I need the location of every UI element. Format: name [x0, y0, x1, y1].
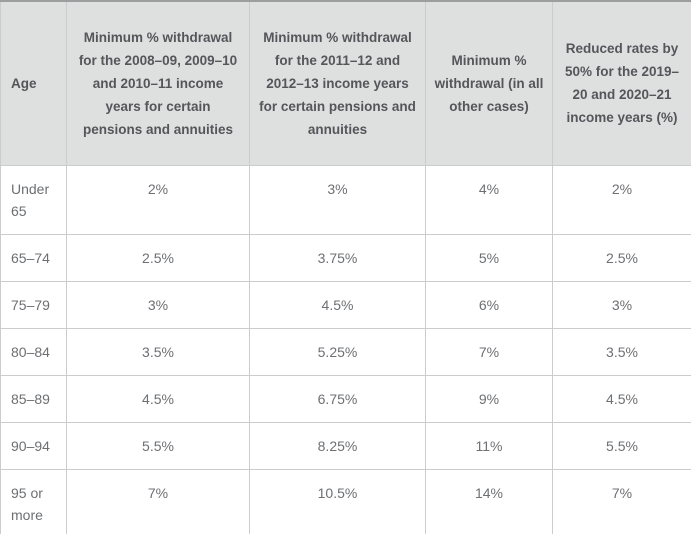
column-header-reduced-rates: Reduced rates by 50% for the 2019–20 and…: [552, 0, 691, 166]
rate-cell: 10.5%: [249, 468, 426, 534]
rate-cell: 4.5%: [552, 374, 691, 423]
table-row-65-74: 65–74 2.5% 3.75% 5% 2.5%: [0, 233, 691, 282]
table-row-85-89: 85–89 4.5% 6.75% 9% 4.5%: [0, 374, 691, 423]
table-row-90-94: 90–94 5.5% 8.25% 11% 5.5%: [0, 421, 691, 470]
age-cell: 95 or more: [0, 468, 67, 534]
rate-cell: 5.5%: [552, 421, 691, 470]
rate-cell: 4.5%: [249, 280, 426, 329]
column-header-2011-13-withdrawal: Minimum % withdrawal for the 2011–12 and…: [249, 0, 426, 166]
rate-cell: 8.25%: [249, 421, 426, 470]
rate-cell: 3%: [66, 280, 250, 329]
column-header-2008-10-withdrawal: Minimum % withdrawal for the 2008–09, 20…: [66, 0, 250, 166]
age-cell: 85–89: [0, 374, 67, 423]
age-cell: 90–94: [0, 421, 67, 470]
age-cell: Under 65: [0, 164, 67, 235]
rate-cell: 7%: [425, 327, 553, 376]
age-cell: 80–84: [0, 327, 67, 376]
rate-cell: 7%: [552, 468, 691, 534]
rate-cell: 6.75%: [249, 374, 426, 423]
rate-cell: 3.5%: [66, 327, 250, 376]
rate-cell: 2.5%: [552, 233, 691, 282]
rate-cell: 3.5%: [552, 327, 691, 376]
header-row: Age Minimum % withdrawal for the 2008–09…: [0, 0, 691, 166]
rate-cell: 5.25%: [249, 327, 426, 376]
rate-cell: 3.75%: [249, 233, 426, 282]
table-body: Under 65 2% 3% 4% 2% 65–74 2.5% 3.75% 5%…: [0, 164, 691, 534]
rate-cell: 9%: [425, 374, 553, 423]
table-row-under-65: Under 65 2% 3% 4% 2%: [0, 164, 691, 235]
age-cell: 75–79: [0, 280, 67, 329]
rate-cell: 2%: [66, 164, 250, 235]
table-header: Age Minimum % withdrawal for the 2008–09…: [0, 0, 691, 166]
rate-cell: 3%: [249, 164, 426, 235]
table-row-80-84: 80–84 3.5% 5.25% 7% 3.5%: [0, 327, 691, 376]
table-row-95-or-more: 95 or more 7% 10.5% 14% 7%: [0, 468, 691, 534]
rate-cell: 7%: [66, 468, 250, 534]
rate-cell: 5.5%: [66, 421, 250, 470]
rate-cell: 6%: [425, 280, 553, 329]
column-header-other-cases-withdrawal: Minimum % withdrawal (in all other cases…: [425, 0, 553, 166]
rate-cell: 11%: [425, 421, 553, 470]
rate-cell: 2.5%: [66, 233, 250, 282]
rate-cell: 5%: [425, 233, 553, 282]
rate-cell: 14%: [425, 468, 553, 534]
age-cell: 65–74: [0, 233, 67, 282]
rate-cell: 4.5%: [66, 374, 250, 423]
rate-cell: 2%: [552, 164, 691, 235]
rate-cell: 4%: [425, 164, 553, 235]
column-header-age: Age: [0, 0, 67, 166]
table-row-75-79: 75–79 3% 4.5% 6% 3%: [0, 280, 691, 329]
rate-cell: 3%: [552, 280, 691, 329]
